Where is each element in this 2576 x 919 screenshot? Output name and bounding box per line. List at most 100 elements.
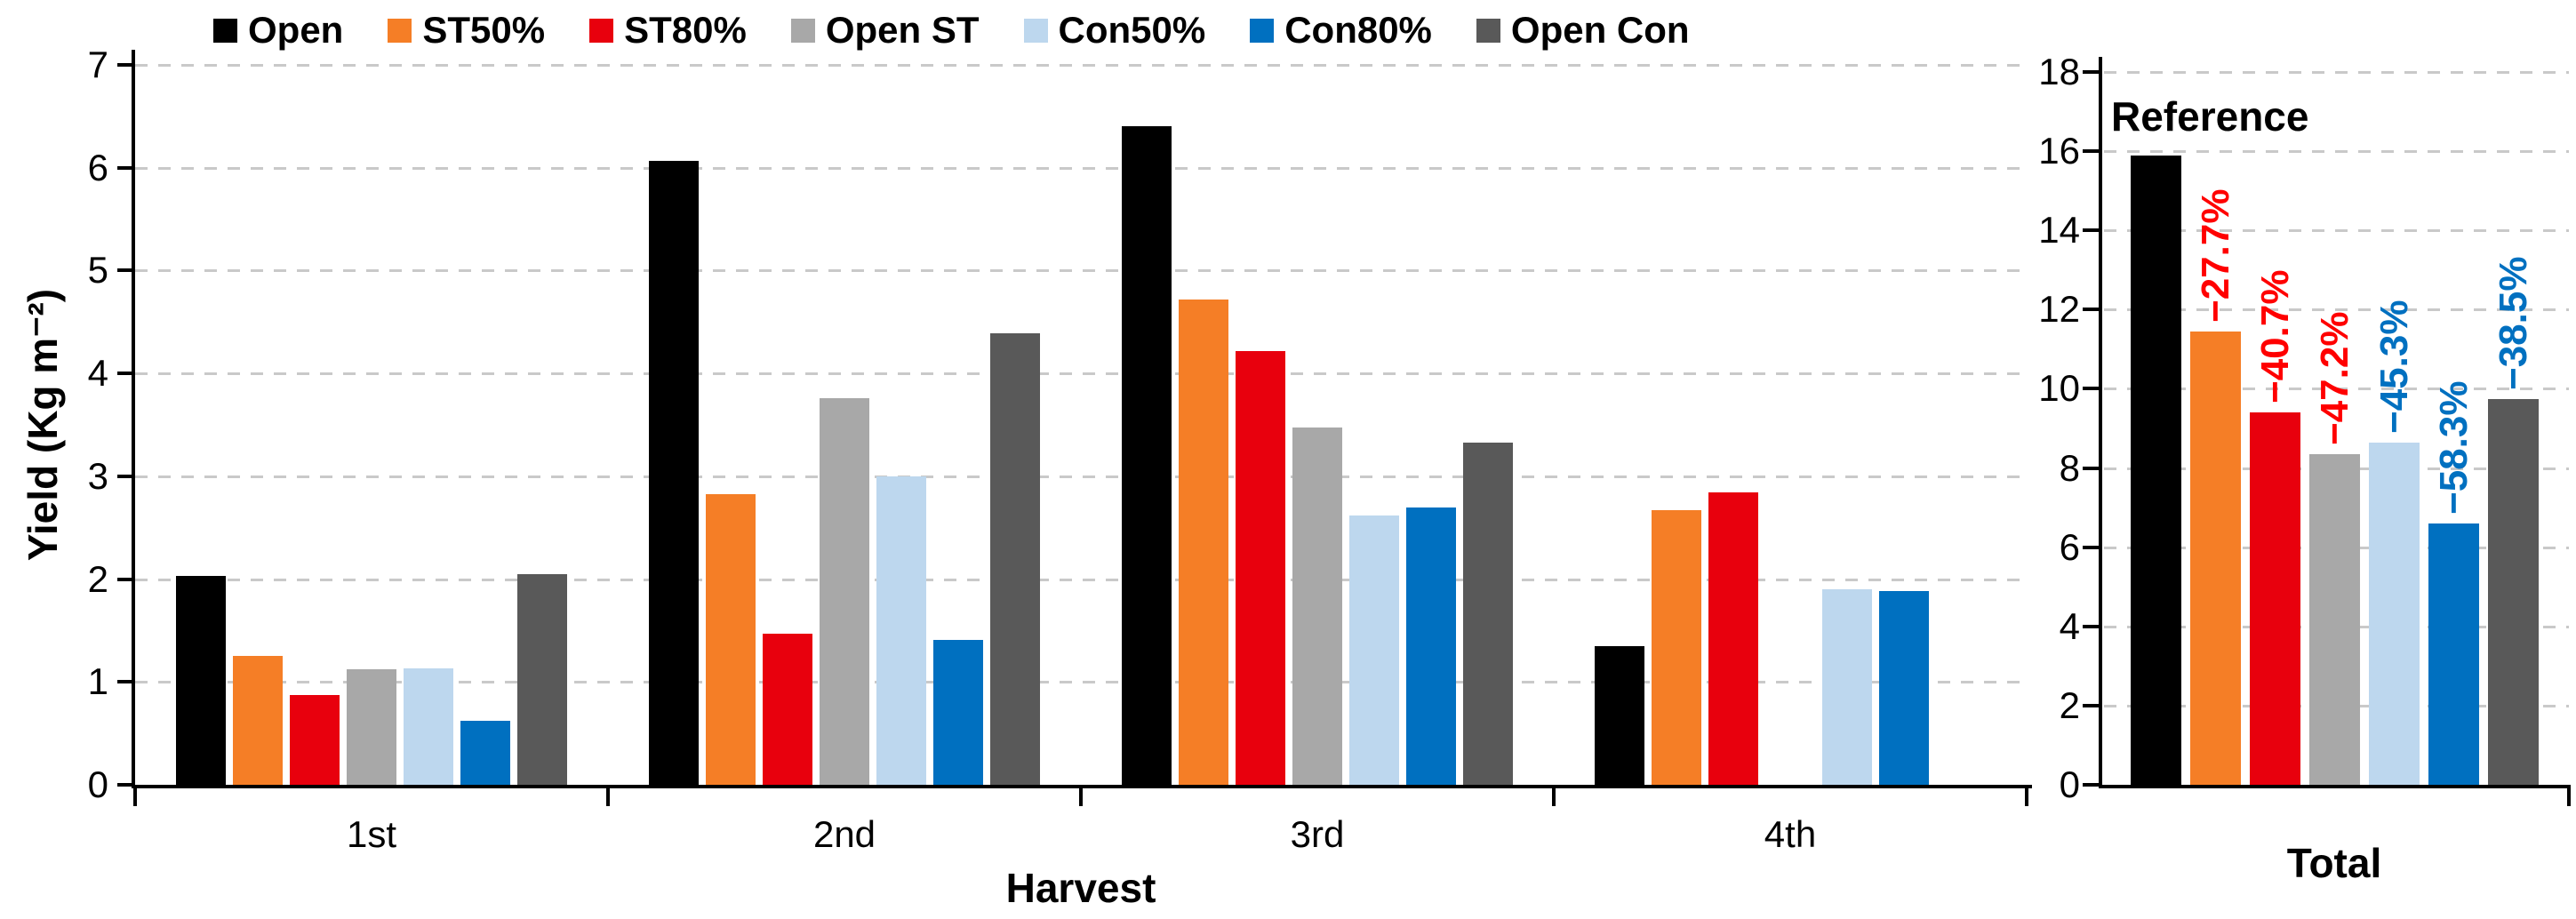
bar-st50-2nd [706, 493, 756, 785]
left-x-axis-title: Harvest [1005, 865, 1156, 911]
legend-item-open-con: Open Con [1476, 11, 1690, 50]
left-gridline-y3 [135, 475, 2027, 478]
bar-con50-1st [404, 668, 453, 785]
right-y-tick-14 [2083, 228, 2102, 233]
bar-con80-2nd [933, 639, 983, 785]
right-y-tick-2 [2083, 703, 2102, 707]
right-gridline-y18 [2104, 71, 2569, 74]
total-bar-open [2131, 155, 2181, 785]
left-x-axis-line [132, 785, 2032, 788]
left-x-tick-4 [2025, 788, 2028, 806]
left-y-tick-0 [117, 783, 135, 787]
bar-open-2nd [649, 160, 699, 785]
annotation-open-st: −47.2% [2312, 311, 2356, 445]
right-y-tick-label-0: 0 [2059, 763, 2080, 805]
right-y-tick-10 [2083, 387, 2102, 391]
legend-label-con50: Con50% [1058, 9, 1206, 51]
left-y-tick-label-2: 2 [87, 557, 108, 600]
bar-open-3rd [1122, 126, 1172, 785]
left-x-tick-2 [1079, 788, 1083, 806]
left-y-tick-6 [117, 165, 135, 170]
left-y-tick-5 [117, 268, 135, 273]
right-y-tick-12 [2083, 308, 2102, 312]
right-x-end-tick [2567, 788, 2571, 806]
annotation-st50: −27.7% [2193, 188, 2237, 323]
bar-st80-3rd [1236, 350, 1285, 785]
left-gridline-y7 [135, 64, 2027, 67]
bar-open-st-1st [347, 669, 396, 785]
left-y-tick-label-4: 4 [87, 352, 108, 395]
right-x-axis-title: Total [2286, 840, 2382, 886]
left-gridline-y5 [135, 269, 2027, 273]
left-y-tick-1 [117, 680, 135, 684]
annotation-open-con: −38.5% [2491, 256, 2535, 390]
right-y-axis-line [2099, 57, 2102, 788]
left-y-tick-3 [117, 474, 135, 478]
left-y-tick-label-1: 1 [87, 660, 108, 703]
bar-st80-1st [290, 695, 340, 785]
left-x-tick-3 [1552, 788, 1556, 806]
left-x-tick-1 [606, 788, 610, 806]
legend-swatch-st50-icon [388, 18, 412, 43]
bar-open-st-2nd [820, 397, 869, 785]
left-x-tick-0 [133, 788, 137, 806]
left-gridline-y1 [135, 681, 2027, 684]
right-y-tick-label-10: 10 [2038, 367, 2080, 410]
right-y-tick-label-4: 4 [2059, 604, 2080, 647]
left-y-axis-line [132, 50, 135, 788]
bar-st50-1st [233, 656, 283, 785]
legend-swatch-con50-icon [1023, 18, 1048, 43]
right-y-tick-label-12: 12 [2038, 288, 2080, 331]
bar-con80-4th [1879, 591, 1929, 785]
right-gridline-y10 [2104, 388, 2569, 391]
legend-swatch-open-icon [213, 18, 237, 43]
left-gridline-y4 [135, 372, 2027, 376]
right-y-tick-6 [2083, 545, 2102, 549]
annotation-con50: −45.3% [2372, 300, 2416, 434]
right-y-tick-16 [2083, 149, 2102, 154]
bar-open-con-1st [517, 573, 567, 785]
right-y-tick-label-8: 8 [2059, 446, 2080, 489]
right-y-tick-4 [2083, 624, 2102, 628]
legend-label-con80: Con80% [1284, 9, 1432, 51]
right-y-tick-label-6: 6 [2059, 525, 2080, 568]
bar-open-1st [176, 576, 226, 785]
annotation-st80: −40.7% [2252, 269, 2297, 404]
right-y-tick-label-2: 2 [2059, 683, 2080, 726]
legend-swatch-con80-icon [1250, 18, 1275, 43]
right-y-tick-8 [2083, 466, 2102, 470]
left-x-category-3rd: 3rd [1290, 813, 1345, 855]
bar-open-con-2nd [990, 333, 1040, 785]
legend-item-con50: Con50% [1023, 9, 1206, 51]
left-x-category-2nd: 2nd [812, 813, 876, 855]
total-bar-st80 [2250, 412, 2300, 785]
right-y-tick-label-16: 16 [2038, 130, 2080, 172]
legend-label-open-st: Open ST [825, 9, 980, 51]
left-y-tick-label-0: 0 [87, 763, 108, 805]
legend-item-con80: Con80% [1250, 11, 1432, 50]
bar-con80-3rd [1406, 507, 1456, 785]
left-y-tick-4 [117, 372, 135, 376]
left-gridline-y2 [135, 578, 2027, 581]
total-bar-st50 [2190, 331, 2241, 785]
right-y-tick-label-18: 18 [2038, 51, 2080, 92]
annotation-con80: −58.3% [2431, 380, 2476, 515]
bar-st80-2nd [763, 633, 812, 785]
right-gridline-y16 [2104, 150, 2569, 154]
right-y-tick-18 [2083, 70, 2102, 74]
legend-swatch-st80-icon [589, 18, 614, 43]
legend-swatch-open-con-icon [1476, 18, 1500, 43]
legend-item-st80: ST80% [589, 11, 747, 50]
bar-open-con-3rd [1463, 442, 1513, 785]
reference-label: Reference [2111, 93, 2309, 140]
left-x-category-1st: 1st [346, 813, 397, 855]
total-bar-open-con [2488, 398, 2539, 785]
legend-label-open: Open [248, 9, 344, 51]
total-bar-con80 [2428, 523, 2479, 785]
left-y-tick-label-3: 3 [87, 454, 108, 497]
bar-open-4th [1595, 645, 1644, 785]
left-gridline-y6 [135, 166, 2027, 170]
left-y-axis-title: Yield (Kg m⁻²) [20, 288, 66, 562]
right-y-tick-label-14: 14 [2038, 209, 2080, 252]
